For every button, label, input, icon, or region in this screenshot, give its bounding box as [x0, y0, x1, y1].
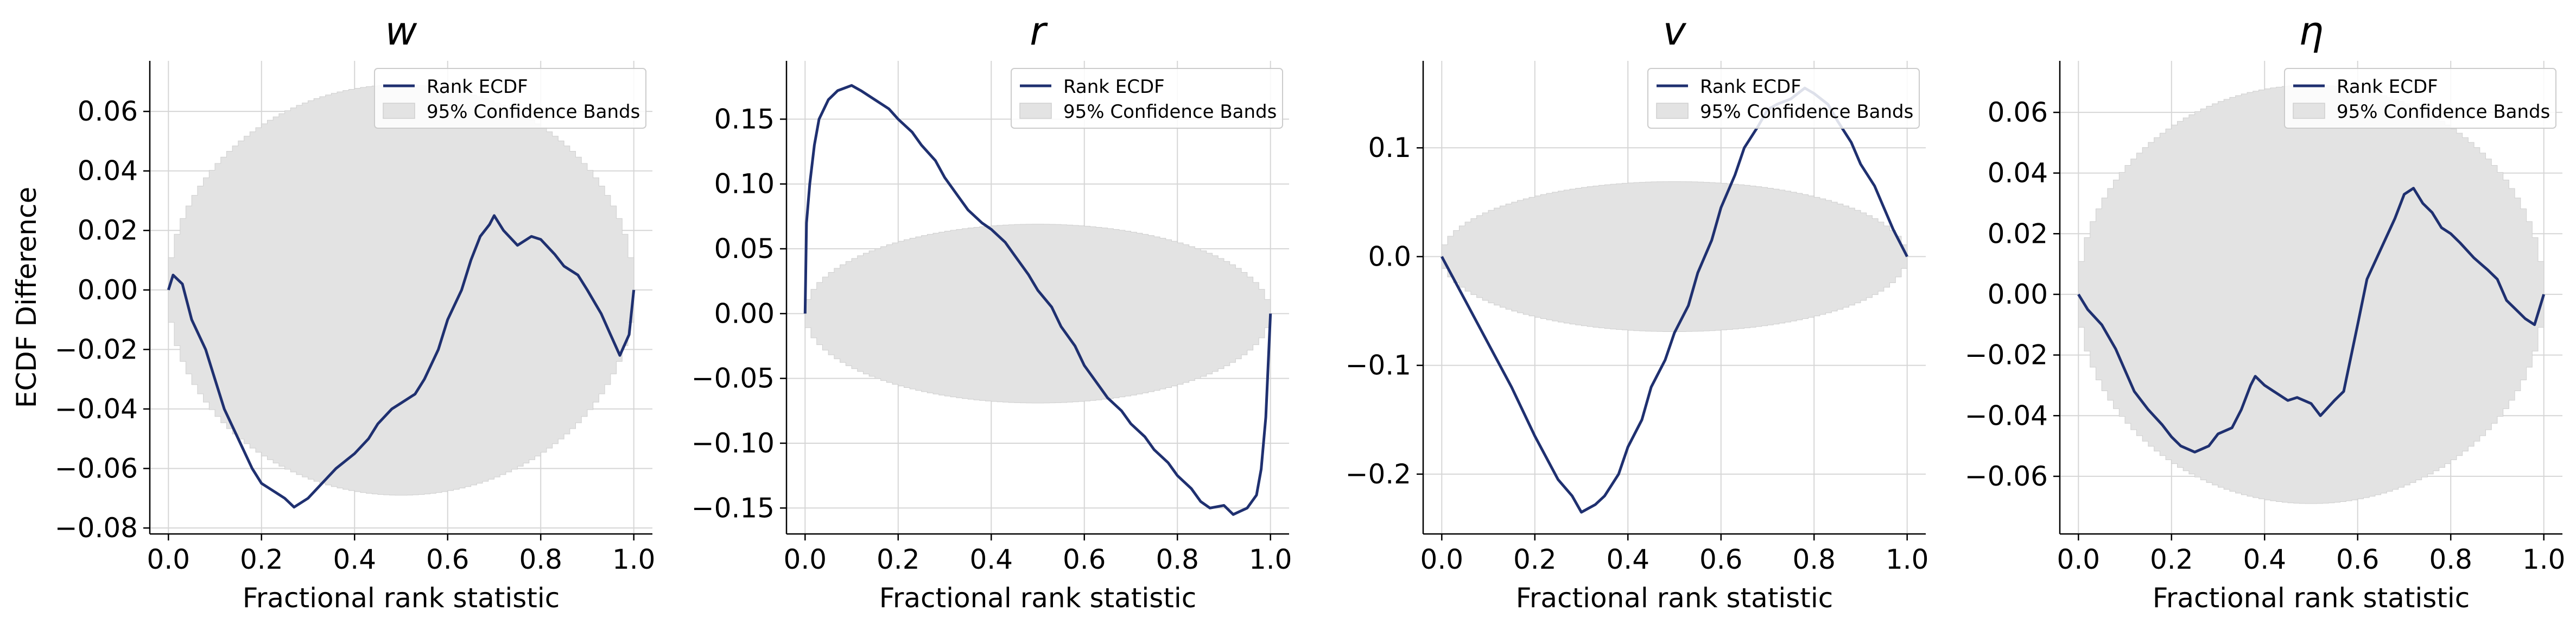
x-axis-label: Fractional rank statistic: [879, 582, 1197, 614]
x-tick-label: 1.0: [1886, 544, 1929, 575]
x-tick-label: 0.8: [2429, 544, 2472, 575]
legend: Rank ECDF 95% Confidence Bands: [2284, 68, 2556, 129]
confidence-band: [1441, 181, 1908, 332]
x-tick-label: 0.6: [1699, 544, 1743, 575]
x-tick-label: 0.8: [519, 544, 562, 575]
x-tick-label: 0.0: [147, 544, 191, 575]
x-tick-label: 0.2: [1513, 544, 1557, 575]
y-tick-label: 0.05: [714, 233, 775, 265]
legend-label-rank-ecdf: Rank ECDF: [1063, 76, 1165, 98]
y-tick-label: −0.10: [691, 427, 775, 459]
x-tick-label: 0.2: [2150, 544, 2193, 575]
confidence-band: [168, 84, 635, 496]
y-tick-label: −0.2: [1346, 458, 1411, 490]
y-tick-label: 0.04: [1988, 158, 2048, 189]
legend-label-confidence-bands: 95% Confidence Bands: [1700, 101, 1913, 123]
chart-panel-2: 0.0 0.2 0.4 0.6 0.8 1.0 −0.15 −0.10 −0.05 0.00 0.0…: [691, 8, 1292, 614]
x-axis-label: Fractional rank statistic: [243, 582, 560, 614]
chart-title: v: [1663, 8, 1687, 54]
legend-box: [1647, 68, 1920, 129]
chart-panel-4: 0.0 0.2 0.4 0.6 0.8 1.0 −0.06 −0.04 −0.02 0.00 0.0…: [1965, 8, 2566, 614]
confidence-band: [804, 224, 1271, 404]
x-tick-label: 1.0: [612, 544, 656, 575]
y-tick-label: −0.05: [691, 363, 775, 394]
x-tick-label: 0.4: [969, 544, 1013, 575]
y-tick-label: 0.06: [78, 96, 138, 127]
x-tick-label: 0.8: [1792, 544, 1836, 575]
y-tick-label: −0.04: [1965, 400, 2048, 431]
legend-band-swatch: [2293, 103, 2325, 119]
y-axis-label: ECDF Difference: [11, 187, 42, 408]
legend-label-rank-ecdf: Rank ECDF: [427, 76, 528, 98]
legend-band-swatch: [1019, 103, 1052, 119]
x-tick-label: 0.6: [1063, 544, 1106, 575]
x-tick-label: 0.0: [1420, 544, 1464, 575]
x-tick-label: 0.2: [877, 544, 920, 575]
x-tick-label: 0.0: [2057, 544, 2101, 575]
y-tick-label: 0.06: [1988, 97, 2048, 128]
y-tick-label: 0.0: [1368, 241, 1411, 272]
y-tick-label: −0.1: [1346, 350, 1411, 381]
x-tick-label: 0.4: [2243, 544, 2286, 575]
x-axis-label: Fractional rank statistic: [1516, 582, 1833, 614]
y-tick-label: −0.04: [55, 393, 138, 425]
y-tick-label: 0.10: [714, 168, 775, 200]
legend-band-swatch: [383, 103, 415, 119]
chart-panel-3: 0.0 0.2 0.4 0.6 0.8 1.0 −0.2 −0.1 0.0 0.1 v Fractio…: [1346, 8, 1929, 614]
x-tick-label: 0.2: [240, 544, 283, 575]
y-tick-label: 0.02: [1988, 218, 2048, 249]
chart-title: η: [2299, 8, 2324, 54]
x-tick-label: 0.0: [784, 544, 827, 575]
x-tick-label: 0.6: [2336, 544, 2380, 575]
chart-panel-1: 0.0 0.2 0.4 0.6 0.8 1.0 −0.08 −0.06 −0.04 −0.02 0.…: [11, 8, 655, 614]
y-tick-label: 0.00: [1988, 279, 2048, 310]
ecdf-line: [167, 214, 636, 509]
x-tick-label: 0.4: [333, 544, 376, 575]
legend: Rank ECDF 95% Confidence Bands: [1011, 68, 1283, 129]
chart-title: w: [385, 8, 417, 54]
legend: Rank ECDF 95% Confidence Bands: [1647, 68, 1920, 129]
y-tick-label: −0.06: [1965, 461, 2048, 492]
x-tick-label: 0.4: [1606, 544, 1649, 575]
ecdf-line: [2077, 187, 2546, 454]
y-tick-label: −0.02: [1965, 339, 2048, 371]
legend-label-rank-ecdf: Rank ECDF: [2337, 76, 2438, 98]
legend-label-confidence-bands: 95% Confidence Bands: [2337, 101, 2550, 123]
y-tick-label: −0.08: [55, 512, 138, 544]
y-tick-label: 0.00: [714, 298, 775, 329]
legend-box: [1011, 68, 1283, 129]
legend-box: [374, 68, 646, 129]
y-tick-label: −0.15: [691, 492, 775, 524]
x-tick-label: 1.0: [1249, 544, 1292, 575]
y-tick-label: 0.04: [78, 155, 138, 187]
x-tick-label: 0.6: [426, 544, 469, 575]
confidence-band: [2078, 85, 2545, 504]
y-tick-label: 0.1: [1368, 132, 1411, 163]
y-tick-label: 0.15: [714, 103, 775, 135]
legend-label-confidence-bands: 95% Confidence Bands: [1063, 101, 1277, 123]
y-tick-label: 0.00: [78, 274, 138, 306]
legend-box: [2284, 68, 2556, 129]
legend: Rank ECDF 95% Confidence Bands: [374, 68, 646, 129]
legend-label-confidence-bands: 95% Confidence Bands: [427, 101, 640, 123]
y-tick-label: −0.02: [55, 334, 138, 365]
x-tick-label: 1.0: [2522, 544, 2566, 575]
chart-title: r: [1030, 8, 1048, 54]
x-tick-label: 0.8: [1156, 544, 1199, 575]
ecdf-line: [803, 84, 1272, 516]
legend-band-swatch: [1656, 103, 1689, 119]
x-axis-label: Fractional rank statistic: [2153, 582, 2470, 614]
y-tick-label: 0.02: [78, 215, 138, 246]
legend-label-rank-ecdf: Rank ECDF: [1700, 76, 1801, 98]
y-tick-label: −0.06: [55, 452, 138, 484]
